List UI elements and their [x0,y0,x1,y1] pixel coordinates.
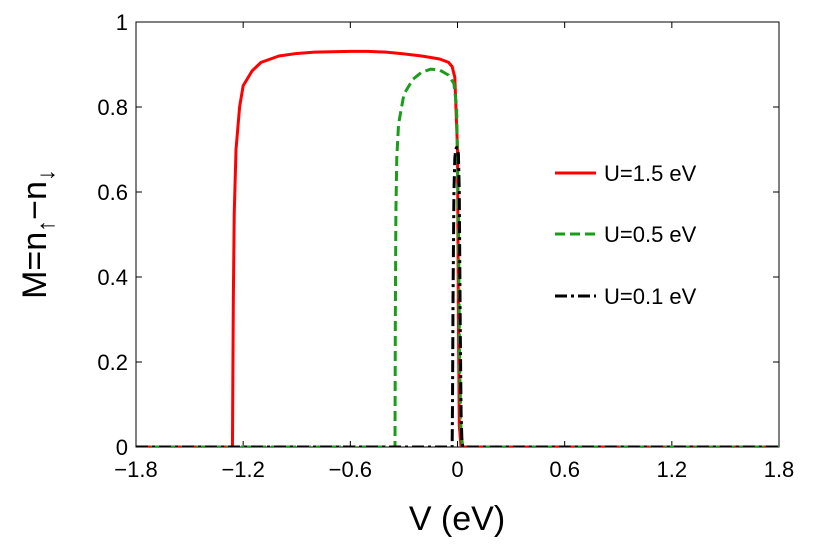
x-tick-label: −1.2 [221,457,264,482]
legend-label-u15: U=1.5 eV [604,161,697,186]
x-axis: −1.8 −1.2 −0.6 0 0.6 1.2 1.8 [114,22,794,482]
y-tick-label: 0.8 [97,95,128,120]
y-tick-label: 0.6 [97,180,128,205]
y-tick-label: 1 [116,10,128,35]
y-title-main: M=n [16,232,54,299]
x-tick-label: −0.6 [329,457,372,482]
y-axis: 0 0.2 0.4 0.6 0.8 1 [97,10,779,460]
y-title-down-sub: ↓ [33,169,60,181]
series-line-u01 [136,145,779,447]
y-axis-title: M=n↑−n↓ [16,169,60,299]
y-title-up-sub: ↑ [33,220,60,232]
y-title-minus: −n [16,181,54,220]
series-line-u05 [136,67,779,447]
legend-label-u01: U=0.1 eV [604,284,697,309]
series-layer [136,49,779,447]
y-tick-label: 0.4 [97,265,128,290]
x-tick-label: −1.8 [114,457,157,482]
x-tick-label: 1.2 [657,457,688,482]
x-tick-label: 1.8 [764,457,795,482]
x-axis-title: V (eV) [409,500,505,538]
y-tick-label: 0 [116,435,128,460]
legend-label-u05: U=0.5 eV [604,222,697,247]
x-tick-label: 0.6 [549,457,580,482]
legend: U=1.5 eV U=0.5 eV U=0.1 eV [555,161,697,309]
svg-text:M=n↑−n↓: M=n↑−n↓ [16,169,60,299]
x-tick-label: 0 [451,457,463,482]
y-tick-label: 0.2 [97,350,128,375]
